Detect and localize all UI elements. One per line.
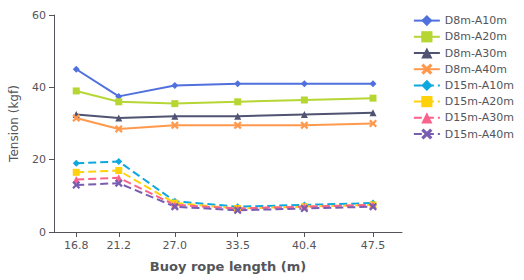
svg-text:D8m-A20m: D8m-A20m <box>445 30 507 43</box>
svg-text:D8m-A30m: D8m-A30m <box>445 47 507 60</box>
svg-text:0: 0 <box>39 226 46 239</box>
svg-text:21.2: 21.2 <box>107 239 131 252</box>
svg-text:Buoy rope length (m): Buoy rope length (m) <box>150 259 306 274</box>
svg-text:60: 60 <box>32 9 46 22</box>
svg-text:D15m-A30m: D15m-A30m <box>445 111 514 124</box>
svg-text:33.5: 33.5 <box>225 239 250 252</box>
svg-text:27.0: 27.0 <box>163 239 188 252</box>
svg-text:40: 40 <box>32 81 46 94</box>
svg-text:D15m-A10m: D15m-A10m <box>445 79 514 92</box>
svg-text:16.8: 16.8 <box>64 239 89 252</box>
svg-text:20: 20 <box>32 153 46 166</box>
svg-text:Tension (kgf): Tension (kgf) <box>7 85 21 163</box>
svg-text:47.5: 47.5 <box>361 239 386 252</box>
svg-text:40.4: 40.4 <box>292 239 317 252</box>
svg-text:D8m-A10m: D8m-A10m <box>445 14 507 27</box>
svg-text:D15m-A40m: D15m-A40m <box>445 128 514 141</box>
svg-text:D15m-A20m: D15m-A20m <box>445 95 514 108</box>
svg-text:D8m-A40m: D8m-A40m <box>445 63 507 76</box>
